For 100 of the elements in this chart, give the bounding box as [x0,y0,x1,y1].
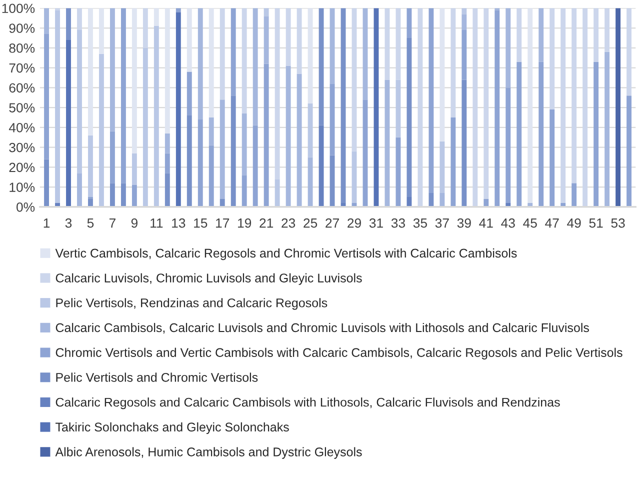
y-tick-label: 40% [8,122,35,132]
bar [352,8,357,152]
legend-label: Chromic Vertisols and Vertic Cambisols with Calcaric Cambisols, Calcaric Regosols and Pelic Vertisols [56,348,622,360]
bar [264,64,269,207]
y-tick-label: 90% [9,24,35,33]
bar [462,8,467,14]
bar [406,8,412,38]
x-tick-label: 15 [194,218,208,228]
bar [406,38,412,197]
bar [274,179,280,207]
bar [396,80,401,138]
bar [506,8,511,88]
bar [274,8,280,180]
legend-label: Albic Arenosols, Humic Cambisols and Dystric Gleysols [55,447,362,459]
bar [66,40,71,207]
bar [462,30,467,80]
x-tick-label: 39 [457,218,471,228]
y-tick-label: 30% [9,142,35,152]
bar [604,8,610,52]
bar [308,157,313,207]
bar [142,8,148,48]
x-tick-label: 31 [369,218,383,228]
bar [616,8,621,207]
legend-label: Calcaric Cambisols, Calcaric Luvisols and Chromic Luvisols with Lithosols and Calcaric Fluvisols [56,322,589,334]
bar [230,8,236,96]
x-tick-label: 29 [348,218,361,228]
bar [296,74,302,207]
bar [286,8,291,66]
legend-label: Calcaric Luvisols, Chromic Luvisols and Gleyic Luvisols [56,273,362,285]
bar [582,8,588,207]
bar [44,159,49,207]
x-tick-label: 49 [567,218,581,228]
bar [440,8,445,142]
x-tick-label: 1 [44,218,50,228]
bar [440,193,445,207]
bar [560,8,566,203]
bar [362,8,368,100]
bar [198,119,203,207]
bar [516,62,522,207]
y-tick-label: 50% [9,103,35,112]
bar [55,10,60,203]
x-tick-label: 9 [131,218,138,228]
bar [208,117,214,146]
bar [242,175,247,207]
bar [142,48,148,207]
bar [440,141,445,194]
bar [396,8,401,80]
bar [484,8,489,199]
y-tick-label: 10% [10,182,35,192]
bar [604,52,610,207]
x-tick-label: 17 [216,218,230,228]
x-tick-label: 51 [589,218,603,228]
x-tick-label: 53 [611,218,625,228]
bar [594,8,599,62]
bar [208,145,214,207]
y-tick-label: 60% [9,83,35,93]
x-tick-label: 25 [304,218,318,228]
bar [176,12,181,207]
y-tick-label: 80% [9,43,35,53]
bar [164,173,170,207]
bar [264,8,269,16]
y-tick-label: 20% [9,162,35,172]
bar [186,115,192,207]
bar [308,104,313,158]
x-tick-label: 41 [479,218,493,228]
bar [538,8,544,62]
bar [264,16,269,64]
bar [506,88,511,203]
legend-label: Vertic Cambisols, Calcaric Regosols and Chromic Vertisols with Calcaric Cambisols [55,248,517,260]
y-tick-label: 100% [2,4,35,14]
bar [66,8,71,40]
x-tick-label: 21 [260,218,274,228]
bar [308,8,313,104]
bar [164,8,170,134]
bar [516,8,522,62]
bar [208,8,214,118]
bar [77,30,82,174]
bar [330,155,335,207]
bar [362,100,368,207]
legend-label: Pelic Vertisols and Chromic Vertisols [56,372,258,382]
bar [462,14,467,30]
bar [120,8,126,184]
bar [88,8,93,136]
bar [330,84,335,156]
x-tick-label: 5 [87,218,94,228]
bar [626,96,632,207]
bar [472,8,478,207]
x-tick-label: 7 [109,218,116,228]
bar [318,8,324,126]
x-tick-label: 43 [501,218,515,228]
bar [494,10,500,207]
bar [528,8,533,203]
bar [286,66,291,207]
bar [318,125,324,207]
bar [110,131,115,184]
x-tick-label: 35 [413,218,427,228]
x-tick-label: 23 [282,218,296,228]
bar [186,72,192,116]
bar [450,8,456,118]
bar [88,135,93,197]
